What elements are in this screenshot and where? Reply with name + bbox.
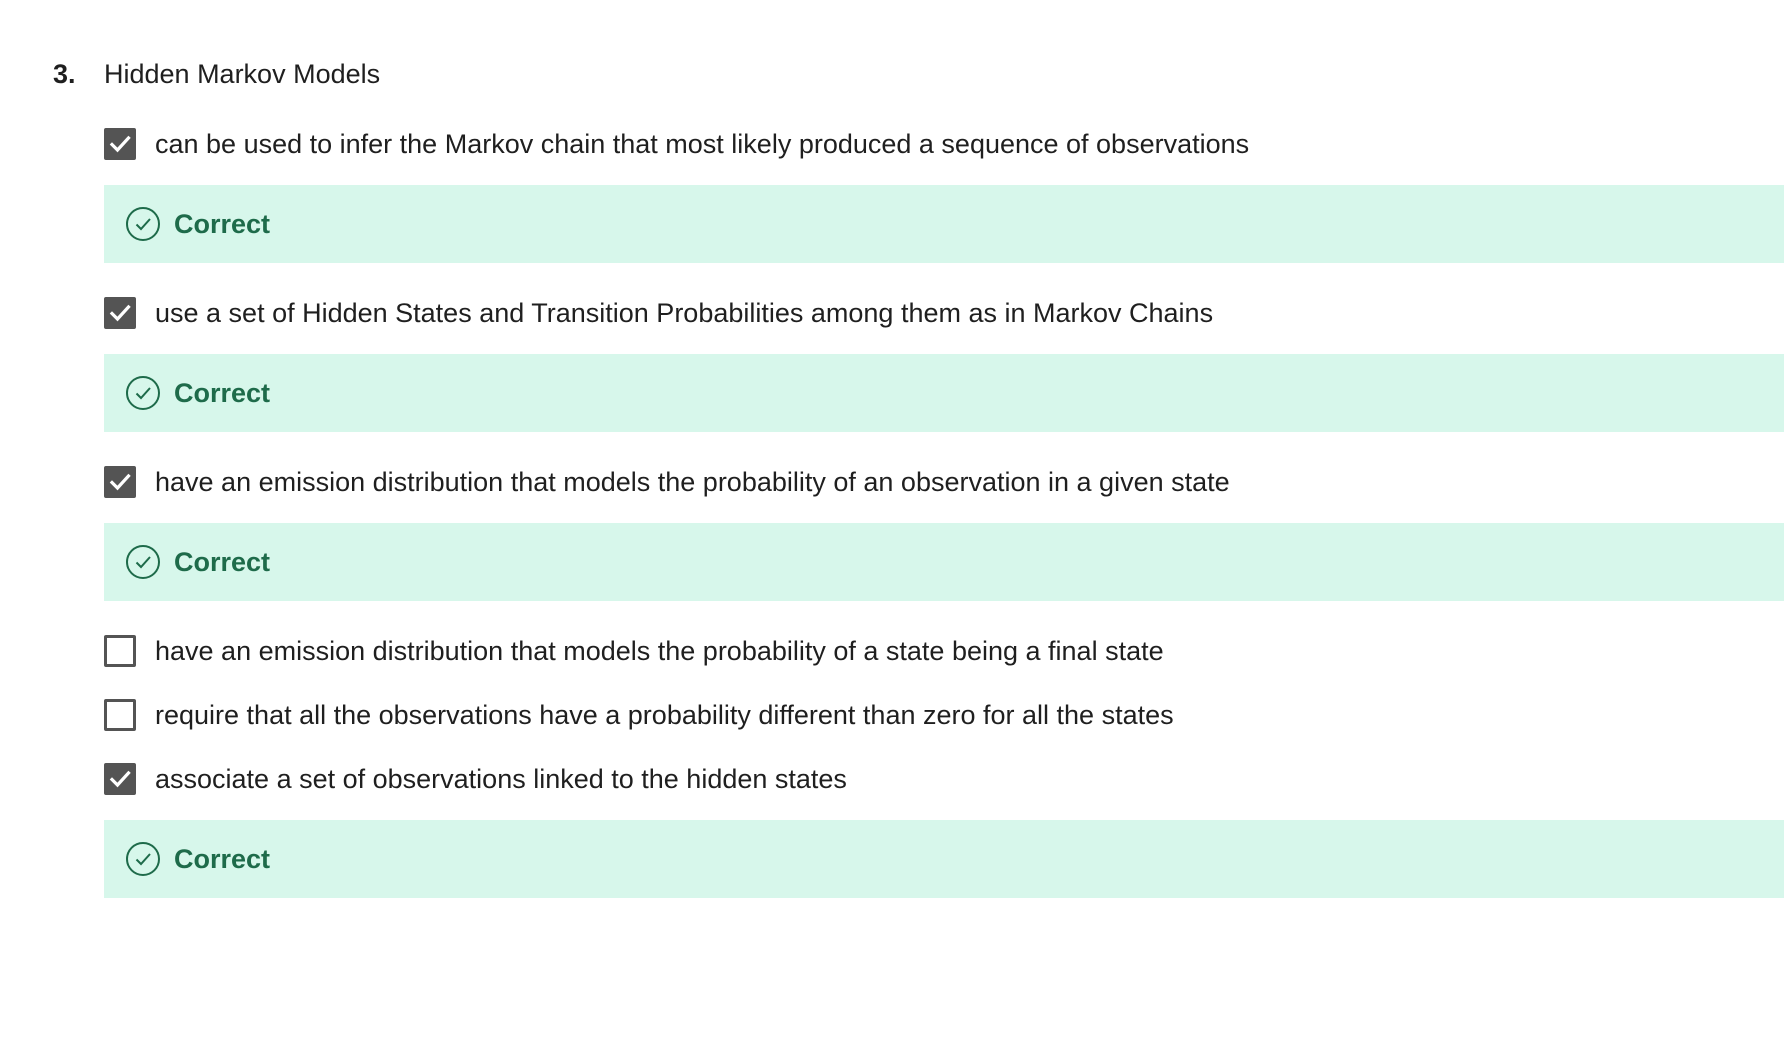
option-4-checkbox[interactable] (104, 635, 136, 667)
option-1[interactable]: can be used to infer the Markov chain th… (104, 124, 1249, 164)
checkmark-icon (109, 473, 131, 491)
option-2-checkbox[interactable] (104, 297, 136, 329)
check-circle-icon (125, 841, 161, 877)
feedback-label: Correct (174, 844, 271, 874)
option-6-checkbox[interactable] (104, 763, 136, 795)
checkmark-icon (109, 770, 131, 788)
check-circle-icon (125, 206, 161, 242)
option-6-feedback: Correct (104, 820, 1784, 898)
feedback-label: Correct (174, 378, 271, 408)
question-number: 3. (53, 59, 76, 89)
feedback-label: Correct (174, 547, 271, 577)
option-4-label: have an emission distribution that model… (155, 636, 1164, 666)
checkmark-icon (109, 304, 131, 322)
check-circle-icon (125, 375, 161, 411)
option-6[interactable]: associate a set of observations linked t… (104, 759, 847, 799)
option-1-feedback: Correct (104, 185, 1784, 263)
option-5-checkbox[interactable] (104, 699, 136, 731)
option-3-label: have an emission distribution that model… (155, 467, 1230, 497)
feedback-label: Correct (174, 209, 271, 239)
option-1-label: can be used to infer the Markov chain th… (155, 129, 1250, 159)
option-5-label: require that all the observations have a… (155, 700, 1174, 730)
option-2-feedback: Correct (104, 354, 1784, 432)
option-5[interactable]: require that all the observations have a… (104, 695, 1174, 735)
option-6-label: associate a set of observations linked t… (155, 764, 847, 794)
checkmark-icon (109, 135, 131, 153)
question-title: Hidden Markov Models (104, 59, 381, 89)
option-2[interactable]: use a set of Hidden States and Transitio… (104, 293, 1213, 333)
option-2-label: use a set of Hidden States and Transitio… (155, 298, 1214, 328)
option-3[interactable]: have an emission distribution that model… (104, 462, 1230, 502)
option-3-feedback: Correct (104, 523, 1784, 601)
option-4[interactable]: have an emission distribution that model… (104, 631, 1164, 671)
check-circle-icon (125, 544, 161, 580)
option-3-checkbox[interactable] (104, 466, 136, 498)
option-1-checkbox[interactable] (104, 128, 136, 160)
